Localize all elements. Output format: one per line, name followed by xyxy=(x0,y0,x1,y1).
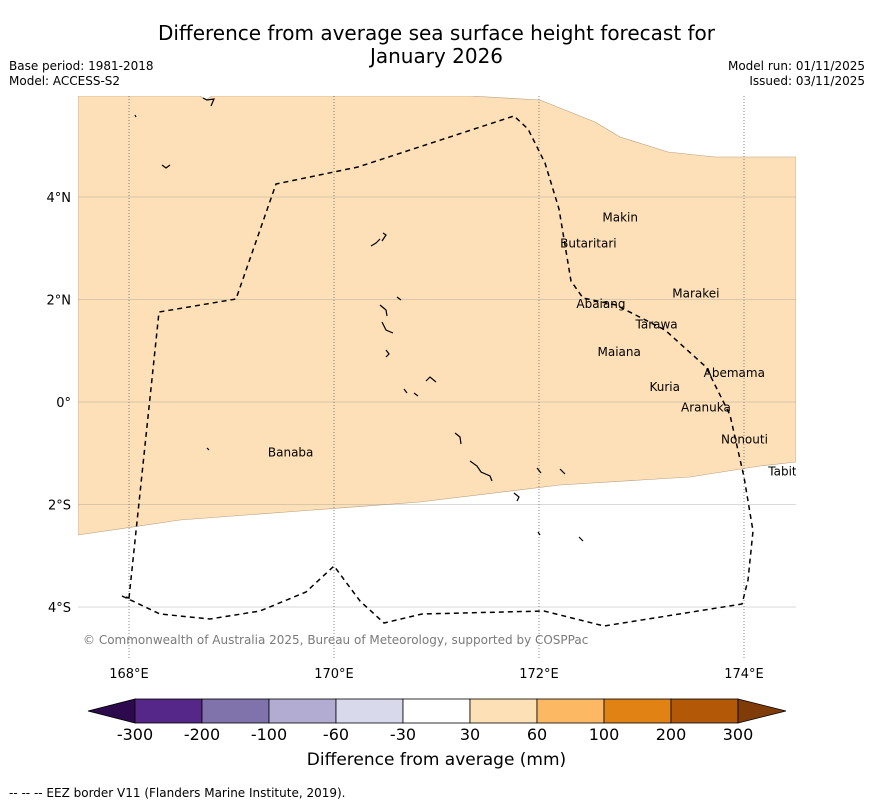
colorbar-label: Difference from average (mm) xyxy=(306,750,567,770)
island-nikunau xyxy=(559,468,566,475)
island-aranuka xyxy=(413,392,419,397)
meta-left: Base period: 1981-2018 Model: ACCESS-S2 xyxy=(9,59,154,89)
colorbar: -300 -200 -100 -60 -30 30 60 100 200 300 xyxy=(87,698,787,744)
island-label-tamana: Tamana xyxy=(862,531,873,545)
island-nw-fragment xyxy=(134,114,137,118)
coast-top-fragment xyxy=(202,97,215,107)
island-tabiteuea xyxy=(469,460,493,482)
colorbar-under-arrow xyxy=(87,698,136,724)
colorbar-segment xyxy=(603,698,672,724)
coastlines xyxy=(134,97,584,542)
lon-tick-label: 170°E xyxy=(314,667,354,682)
colorbar-tick-label: -60 xyxy=(323,725,349,744)
colorbar-tick-label: 30 xyxy=(460,725,480,744)
colorbar-tick-label: 60 xyxy=(527,725,547,744)
island-butaritari xyxy=(370,238,381,247)
island-label-tabiteuea: Tabiteuea xyxy=(767,465,826,479)
lat-tick-label: 2°N xyxy=(47,294,72,309)
colorbar-segment xyxy=(402,698,471,724)
island-labels: Makin Butaritari Marakei Abaiang Tarawa Maian… xyxy=(268,210,873,545)
base-period: Base period: 1981-2018 xyxy=(9,59,154,73)
island-arorae xyxy=(578,536,584,542)
anomaly-region-30-60 xyxy=(78,96,796,536)
model-run: Model run: 01/11/2025 xyxy=(727,59,865,73)
island-abaiang xyxy=(379,304,388,317)
island-tamana xyxy=(537,531,541,536)
island-label-abemama: Abemama xyxy=(704,366,765,380)
island-nonouti xyxy=(454,432,462,445)
chart-title: Difference from average sea surface heig… xyxy=(0,22,873,68)
eez-border xyxy=(121,115,754,627)
island-tarawa xyxy=(381,321,394,334)
colorbar-segment xyxy=(268,698,337,724)
lat-tick-label: 2°S xyxy=(48,499,71,514)
island-marakei xyxy=(396,296,402,301)
colorbar-tick-label: -30 xyxy=(390,725,416,744)
lon-tick-label: 174°E xyxy=(724,667,764,682)
colorbar-segment xyxy=(670,698,739,724)
lat-tick-label: 0° xyxy=(56,396,71,411)
island-abemama xyxy=(425,376,437,383)
axis-tick-labels: 168°E170°E172°E174°E176°E178°E180°4°N2°N… xyxy=(47,191,764,682)
island-label-tarawa: Tarawa xyxy=(635,317,678,331)
colorbar-segment xyxy=(536,698,605,724)
colorbar-segment xyxy=(201,698,270,724)
island-label-nonouti: Nonouti xyxy=(721,432,768,446)
colorbar-segment xyxy=(335,698,404,724)
island-maiana xyxy=(385,349,390,358)
island-label-aranuka: Aranuka xyxy=(681,400,731,414)
colorbar-tick-label: -300 xyxy=(117,725,153,744)
island-label-marakei: Marakei xyxy=(672,287,719,301)
copyright-notice: © Commonwealth of Australia 2025, Bureau… xyxy=(83,633,588,647)
island-beru xyxy=(536,467,542,474)
island-label-onotoa: Onotoa xyxy=(829,495,873,509)
island-nauru-fragment xyxy=(161,164,171,169)
island-label-maiana: Maiana xyxy=(598,345,641,359)
island-makin xyxy=(381,232,387,242)
title-line-1: Difference from average sea surface heig… xyxy=(157,21,716,45)
island-label-abaiang: Abaiang xyxy=(576,297,625,311)
lon-tick-label: 168°E xyxy=(109,667,149,682)
colorbar-tick-label: 100 xyxy=(589,725,620,744)
colorbar-tick-label: 200 xyxy=(656,725,687,744)
colorbar-segment xyxy=(134,698,203,724)
island-label-butaritari: Butaritari xyxy=(560,237,617,251)
island-onotoa xyxy=(513,492,520,502)
eez-footnote: -- -- -- EEZ border V11 (Flanders Marine… xyxy=(9,786,346,800)
colorbar-over-arrow xyxy=(737,698,787,724)
island-banaba xyxy=(206,447,210,451)
colorbar-segment xyxy=(469,698,538,724)
island-label-banaba: Banaba xyxy=(268,446,314,460)
colorbar-tick-label: 300 xyxy=(723,725,754,744)
meta-right: Model run: 01/11/2025 Issued: 03/11/2025 xyxy=(728,59,865,89)
colorbar-tick-label: -100 xyxy=(251,725,287,744)
island-label-kuria: Kuria xyxy=(650,380,681,394)
colorbar-tick-label: -200 xyxy=(184,725,220,744)
lat-tick-label: 4°N xyxy=(47,191,72,206)
lon-tick-label: 172°E xyxy=(519,667,559,682)
lat-tick-label: 4°S xyxy=(48,601,71,616)
issued-date: Issued: 03/11/2025 xyxy=(749,74,865,88)
island-kuria xyxy=(403,388,408,394)
title-line-2: January 2026 xyxy=(369,44,504,68)
graticule xyxy=(78,96,796,660)
island-label-makin: Makin xyxy=(602,210,638,224)
model-name: Model: ACCESS-S2 xyxy=(9,74,121,88)
